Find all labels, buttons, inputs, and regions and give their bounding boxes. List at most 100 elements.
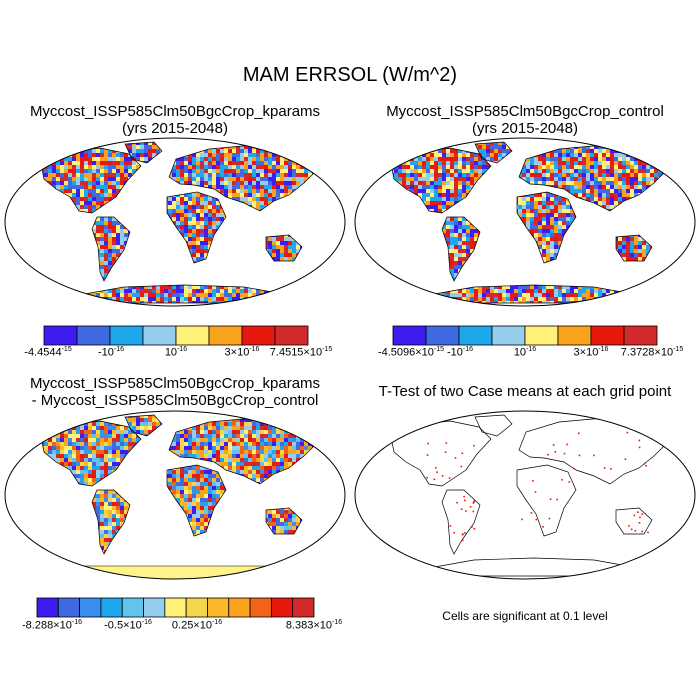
colorbar-tick-label: -10-16 — [97, 346, 125, 359]
colorbar-tick-label: 10-16 — [164, 346, 188, 359]
panel-title-line1: Myccost_ISSP585Clm50BgcCrop_kparams — [29, 375, 321, 392]
colorbar-swatch — [175, 325, 210, 346]
significant-cell — [556, 498, 558, 501]
panel-title-bottom-left: Myccost_ISSP585Clm50BgcCrop_kparams - My… — [0, 375, 350, 409]
significant-cell — [454, 457, 457, 459]
coastline-samerica — [441, 489, 481, 555]
significant-cell — [465, 510, 467, 512]
colorbar-swatch — [76, 325, 111, 346]
coastline-africa — [166, 464, 227, 537]
significant-cell — [554, 451, 557, 453]
significant-cell — [444, 451, 447, 453]
colorbar-swatch — [185, 597, 208, 618]
colorbar-swatch — [207, 597, 230, 618]
significant-cell — [469, 506, 472, 508]
significant-cell — [547, 453, 549, 456]
colorbar-swatch — [270, 597, 294, 618]
significant-cell — [460, 508, 463, 510]
significant-cell — [530, 512, 533, 514]
coastline-namerica — [40, 147, 142, 214]
panel-title-top-left: Myccost_ISSP585Clm50BgcCrop_kparams (yrs… — [0, 103, 350, 137]
colorbar-difference — [36, 597, 315, 618]
significant-cell — [445, 442, 448, 444]
colorbar-tick-label: -8.288×10-16 — [22, 619, 82, 632]
colorbar-swatch — [241, 325, 276, 346]
colorbar-swatch — [491, 325, 526, 346]
colorbar-swatch — [142, 325, 177, 346]
colorbar-swatch — [292, 597, 315, 618]
coastline-greenland — [124, 414, 163, 437]
significant-cell — [573, 467, 575, 470]
significant-cell — [610, 468, 612, 470]
coastline-australia — [265, 507, 303, 535]
panel-title-line1: Myccost_ISSP585Clm50BgcCrop_kparams — [29, 103, 321, 120]
significant-cell — [453, 531, 455, 534]
coastline-africa — [166, 191, 227, 264]
significant-cell — [624, 458, 627, 460]
significant-cell — [433, 478, 436, 481]
map-border — [354, 137, 696, 307]
significant-cell — [521, 518, 523, 521]
coastline-greenland — [124, 141, 163, 164]
panel-title-bottom-right: T-Test of two Case means at each grid po… — [378, 383, 672, 400]
colorbar-tick-label: 7.3728×10-15 — [620, 346, 684, 359]
coastline-namerica — [40, 420, 142, 487]
colorbar-swatch — [164, 597, 187, 618]
significant-cell — [578, 432, 580, 435]
coastline-eurasia — [518, 417, 673, 485]
colorbar-tick-label: -10-16 — [446, 346, 474, 359]
colorbar-swatch — [208, 325, 243, 346]
panel-title-line1: Myccost_ISSP585Clm50BgcCrop_control — [386, 103, 664, 120]
map-kparams — [4, 137, 346, 307]
significant-cell — [463, 495, 465, 498]
coastline-africa — [516, 191, 577, 264]
significant-cell — [426, 476, 428, 479]
coastline-australia — [265, 234, 303, 262]
colorbar-swatch — [274, 325, 309, 346]
significant-cell — [436, 471, 438, 473]
colorbar-swatch — [458, 325, 493, 346]
significant-cell — [626, 431, 629, 434]
significant-cell — [532, 480, 534, 482]
panel-title-line2: (yrs 2015-2048) — [472, 120, 578, 137]
coastline-namerica — [390, 147, 492, 214]
coastline-samerica — [91, 489, 131, 555]
colorbar-tick-label: 8.383×10-16 — [285, 619, 343, 632]
significance-note: Cells are significant at 0.1 level — [442, 609, 608, 623]
colorbar-swatch — [228, 597, 251, 618]
significant-cell — [639, 516, 641, 519]
panel-title-top-right: Myccost_ISSP585Clm50BgcCrop_control (yrs… — [350, 103, 700, 137]
colorbar-tick-label: 0.25×10-16 — [171, 619, 223, 632]
significant-cell — [461, 539, 464, 542]
significant-cell — [435, 467, 437, 469]
significant-cell — [634, 530, 637, 532]
colorbar-control — [392, 325, 658, 346]
colorbar-tick-label: -0.5×10-16 — [104, 619, 152, 632]
coastline-eurasia — [518, 144, 673, 212]
significant-cell — [473, 528, 476, 530]
colorbar-swatch — [79, 597, 102, 618]
map-control — [354, 137, 696, 307]
significant-cell — [473, 501, 475, 503]
panel-title-line2: - Myccost_ISSP585Clm50BgcCrop_control — [31, 392, 319, 409]
significant-cell — [464, 532, 466, 534]
map-difference — [4, 410, 346, 580]
significant-cell — [534, 491, 537, 493]
colorbar-tick-label: 3×10-16 — [573, 346, 609, 359]
coastline-eurasia — [168, 144, 323, 212]
colorbar-tick-label: 3×10-16 — [224, 346, 260, 359]
significant-cell — [473, 444, 475, 447]
figure-title: MAM ERRSOL (W/m^2) — [242, 64, 458, 86]
significant-cell — [641, 530, 643, 533]
coastline-samerica — [91, 216, 131, 282]
colorbar-swatch — [392, 325, 427, 346]
colorbar-tick-label: 7.4515×10-15 — [269, 346, 333, 359]
significant-cell — [548, 517, 551, 520]
map-border — [354, 410, 696, 580]
panel-title-line2: (yrs 2015-2048) — [122, 120, 228, 137]
colorbar-swatch — [57, 597, 81, 618]
map-border — [4, 137, 346, 307]
colorbar-tick-label: -4.4544-15 — [24, 346, 72, 359]
colorbar-swatch — [109, 325, 144, 346]
coastline-namerica — [390, 420, 492, 487]
